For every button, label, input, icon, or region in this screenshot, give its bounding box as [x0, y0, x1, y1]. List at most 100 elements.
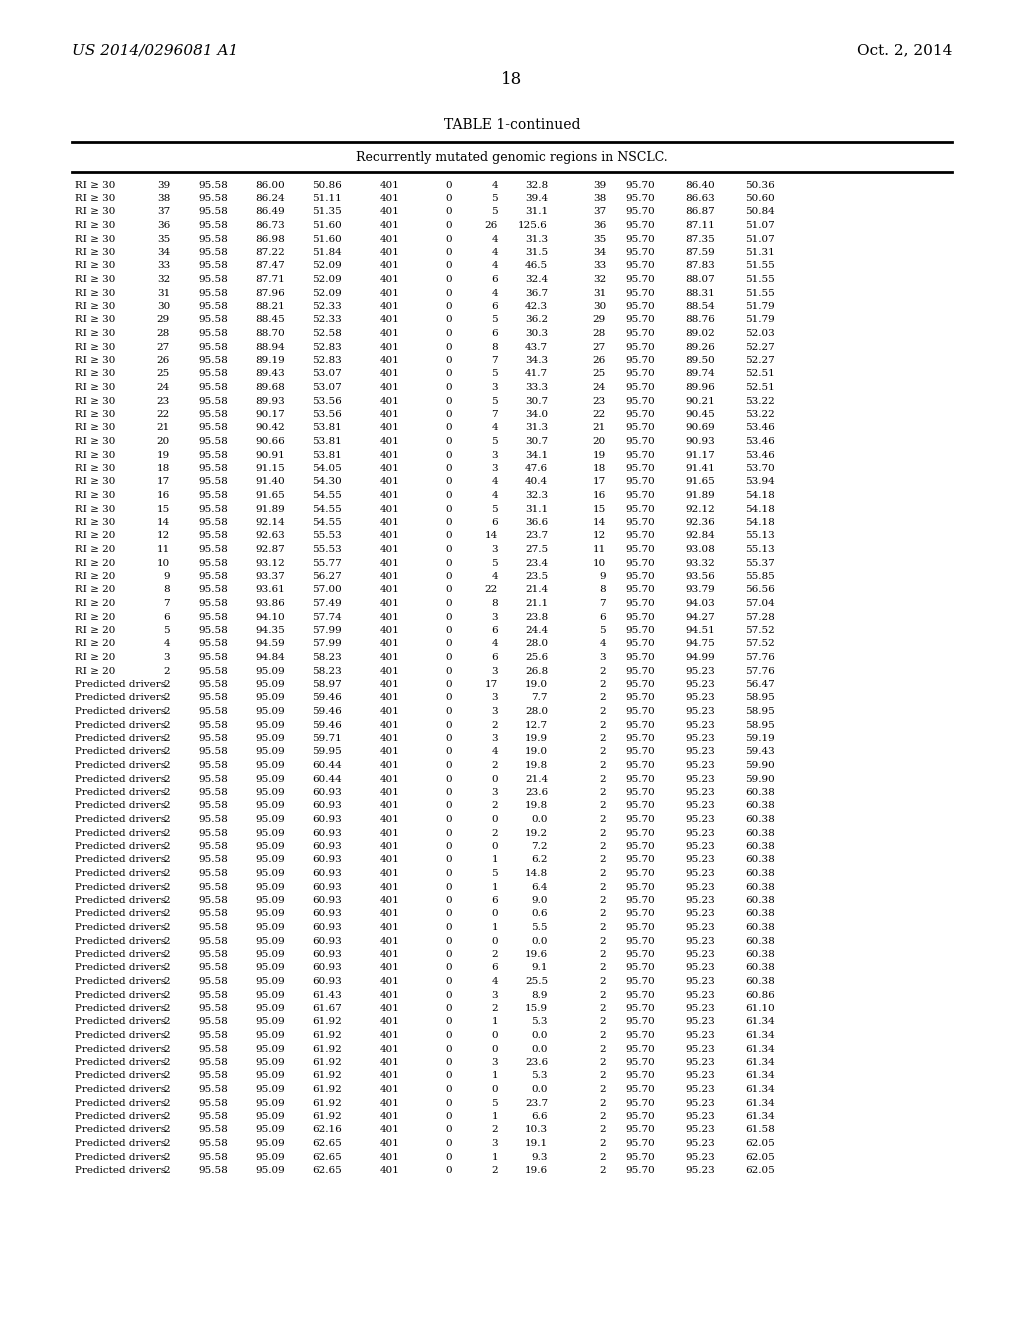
Text: 95.58: 95.58	[199, 411, 228, 418]
Text: 90.17: 90.17	[255, 411, 285, 418]
Text: 2: 2	[599, 869, 606, 878]
Text: 36.6: 36.6	[525, 517, 548, 527]
Text: 2: 2	[164, 1139, 170, 1148]
Text: 95.70: 95.70	[626, 1005, 655, 1012]
Text: Predicted drivers: Predicted drivers	[75, 1005, 166, 1012]
Text: RI ≥ 30: RI ≥ 30	[75, 289, 116, 297]
Text: Predicted drivers: Predicted drivers	[75, 1152, 166, 1162]
Text: 95.70: 95.70	[626, 775, 655, 784]
Text: 95.23: 95.23	[685, 801, 715, 810]
Text: 401: 401	[380, 639, 400, 648]
Text: 20: 20	[157, 437, 170, 446]
Text: 401: 401	[380, 1031, 400, 1040]
Text: 5.3: 5.3	[531, 1072, 548, 1081]
Text: 2: 2	[599, 977, 606, 986]
Text: 401: 401	[380, 1098, 400, 1107]
Text: 401: 401	[380, 491, 400, 500]
Text: 95.58: 95.58	[199, 869, 228, 878]
Text: 0: 0	[492, 775, 498, 784]
Text: 19.0: 19.0	[525, 680, 548, 689]
Text: 92.87: 92.87	[255, 545, 285, 554]
Text: 9.3: 9.3	[531, 1152, 548, 1162]
Text: 95.23: 95.23	[685, 1031, 715, 1040]
Text: 2: 2	[599, 842, 606, 851]
Text: 95.70: 95.70	[626, 869, 655, 878]
Text: 401: 401	[380, 207, 400, 216]
Text: 401: 401	[380, 950, 400, 960]
Text: 30.7: 30.7	[525, 437, 548, 446]
Text: 401: 401	[380, 1059, 400, 1067]
Text: 95.70: 95.70	[626, 1152, 655, 1162]
Text: 89.02: 89.02	[685, 329, 715, 338]
Text: RI ≥ 30: RI ≥ 30	[75, 424, 116, 433]
Text: 0: 0	[445, 747, 452, 756]
Text: 28.0: 28.0	[525, 639, 548, 648]
Text: RI ≥ 20: RI ≥ 20	[75, 639, 116, 648]
Text: 60.38: 60.38	[745, 855, 775, 865]
Text: Predicted drivers: Predicted drivers	[75, 964, 166, 973]
Text: 60.93: 60.93	[312, 829, 342, 837]
Text: 1: 1	[492, 883, 498, 891]
Text: Predicted drivers: Predicted drivers	[75, 734, 166, 743]
Text: 53.81: 53.81	[312, 437, 342, 446]
Text: 58.23: 58.23	[312, 653, 342, 663]
Text: 0: 0	[445, 599, 452, 609]
Text: RI ≥ 30: RI ≥ 30	[75, 465, 116, 473]
Text: 30: 30	[593, 302, 606, 312]
Text: 25.5: 25.5	[525, 977, 548, 986]
Text: 88.45: 88.45	[255, 315, 285, 325]
Text: 0: 0	[445, 370, 452, 379]
Text: 2: 2	[599, 990, 606, 999]
Text: 2: 2	[164, 977, 170, 986]
Text: 0: 0	[445, 450, 452, 459]
Text: 401: 401	[380, 194, 400, 203]
Text: 23.7: 23.7	[525, 532, 548, 540]
Text: 51.55: 51.55	[745, 289, 775, 297]
Text: 0: 0	[445, 964, 452, 973]
Text: 61.92: 61.92	[312, 1044, 342, 1053]
Text: Recurrently mutated genomic regions in NSCLC.: Recurrently mutated genomic regions in N…	[356, 152, 668, 165]
Text: 95.58: 95.58	[199, 586, 228, 594]
Text: 52.09: 52.09	[312, 261, 342, 271]
Text: 33: 33	[157, 261, 170, 271]
Text: 57.04: 57.04	[745, 599, 775, 609]
Text: RI ≥ 30: RI ≥ 30	[75, 370, 116, 379]
Text: 0: 0	[445, 356, 452, 366]
Text: 60.38: 60.38	[745, 909, 775, 919]
Text: 17: 17	[484, 680, 498, 689]
Text: 0: 0	[445, 869, 452, 878]
Text: 401: 401	[380, 667, 400, 676]
Text: 17: 17	[157, 478, 170, 487]
Text: 36: 36	[157, 220, 170, 230]
Text: 95.70: 95.70	[626, 1111, 655, 1121]
Text: 0: 0	[445, 1072, 452, 1081]
Text: 23.6: 23.6	[525, 788, 548, 797]
Text: 2: 2	[164, 1152, 170, 1162]
Text: 95.09: 95.09	[255, 842, 285, 851]
Text: 60.38: 60.38	[745, 977, 775, 986]
Text: 8: 8	[599, 586, 606, 594]
Text: 95.58: 95.58	[199, 194, 228, 203]
Text: 0: 0	[445, 261, 452, 271]
Text: 95.70: 95.70	[626, 302, 655, 312]
Text: 95.58: 95.58	[199, 626, 228, 635]
Text: 95.09: 95.09	[255, 1152, 285, 1162]
Text: 53.46: 53.46	[745, 424, 775, 433]
Text: Predicted drivers: Predicted drivers	[75, 708, 166, 715]
Text: 3: 3	[492, 667, 498, 676]
Text: 95.23: 95.23	[685, 693, 715, 702]
Text: 41.7: 41.7	[525, 370, 548, 379]
Text: Predicted drivers: Predicted drivers	[75, 950, 166, 960]
Text: Predicted drivers: Predicted drivers	[75, 1018, 166, 1027]
Text: 61.34: 61.34	[745, 1044, 775, 1053]
Text: 91.89: 91.89	[255, 504, 285, 513]
Text: 0: 0	[445, 1139, 452, 1148]
Text: 2: 2	[492, 801, 498, 810]
Text: 2: 2	[599, 1005, 606, 1012]
Text: 89.93: 89.93	[255, 396, 285, 405]
Text: 61.34: 61.34	[745, 1059, 775, 1067]
Text: 95.23: 95.23	[685, 1018, 715, 1027]
Text: 2: 2	[164, 1031, 170, 1040]
Text: 25.6: 25.6	[525, 653, 548, 663]
Text: 401: 401	[380, 775, 400, 784]
